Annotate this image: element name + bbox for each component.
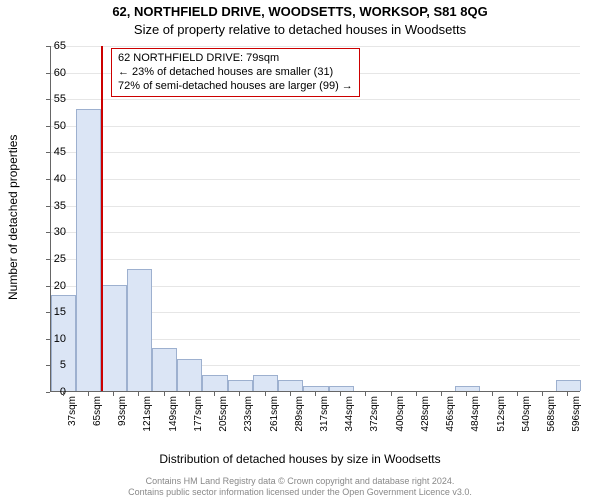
histogram-bar — [253, 375, 278, 391]
histogram-bar — [101, 285, 126, 391]
chart-container: 62, NORTHFIELD DRIVE, WOODSETTS, WORKSOP… — [0, 0, 600, 500]
x-tick-mark — [290, 392, 291, 396]
x-tick-label: 289sqm — [294, 396, 305, 432]
y-tick-mark — [46, 392, 50, 393]
x-tick-mark — [88, 392, 89, 396]
title-line-1: 62, NORTHFIELD DRIVE, WOODSETTS, WORKSOP… — [0, 4, 600, 19]
gridline — [51, 46, 580, 47]
x-tick-label: 456sqm — [445, 396, 456, 432]
x-tick-label: 568sqm — [546, 396, 557, 432]
x-tick-label: 149sqm — [168, 396, 179, 432]
y-tick-mark — [46, 73, 50, 74]
histogram-bar — [152, 348, 177, 391]
x-axis-label: Distribution of detached houses by size … — [0, 452, 600, 466]
x-tick-label: 596sqm — [571, 396, 582, 432]
gridline — [51, 99, 580, 100]
reference-line — [101, 46, 103, 391]
histogram-bar — [76, 109, 101, 391]
x-tick-label: 121sqm — [142, 396, 153, 432]
histogram-bar — [177, 359, 202, 391]
x-tick-mark — [391, 392, 392, 396]
gridline — [51, 232, 580, 233]
histogram-bar — [278, 380, 303, 391]
x-tick-mark — [239, 392, 240, 396]
y-tick-mark — [46, 206, 50, 207]
histogram-bar — [202, 375, 227, 391]
y-tick-mark — [46, 232, 50, 233]
x-tick-mark — [315, 392, 316, 396]
x-tick-mark — [113, 392, 114, 396]
y-tick-mark — [46, 259, 50, 260]
histogram-bar — [455, 386, 480, 391]
footer-attribution: Contains HM Land Registry data © Crown c… — [0, 476, 600, 499]
x-tick-mark — [63, 392, 64, 396]
x-tick-label: 93sqm — [117, 396, 128, 426]
histogram-bar — [127, 269, 152, 391]
x-tick-mark — [138, 392, 139, 396]
x-tick-mark — [189, 392, 190, 396]
x-tick-mark — [466, 392, 467, 396]
plot-area: 62 NORTHFIELD DRIVE: 79sqm← 23% of detac… — [50, 46, 580, 392]
histogram-bar — [556, 380, 581, 391]
gridline — [51, 179, 580, 180]
x-tick-label: 400sqm — [395, 396, 406, 432]
x-tick-mark — [265, 392, 266, 396]
annotation-line: ← 23% of detached houses are smaller (31… — [118, 66, 353, 80]
x-tick-label: 372sqm — [369, 396, 380, 432]
annotation-line: 62 NORTHFIELD DRIVE: 79sqm — [118, 52, 353, 66]
x-tick-label: 512sqm — [496, 396, 507, 432]
footer-line-2: Contains public sector information licen… — [128, 487, 472, 497]
x-tick-mark — [492, 392, 493, 396]
y-axis-label: Number of detached properties — [6, 35, 20, 200]
x-tick-label: 261sqm — [269, 396, 280, 432]
x-tick-mark — [517, 392, 518, 396]
gridline — [51, 126, 580, 127]
y-tick-mark — [46, 46, 50, 47]
annotation-box: 62 NORTHFIELD DRIVE: 79sqm← 23% of detac… — [111, 48, 360, 97]
x-tick-mark — [340, 392, 341, 396]
histogram-bar — [228, 380, 253, 391]
x-tick-mark — [416, 392, 417, 396]
x-tick-mark — [441, 392, 442, 396]
x-tick-label: 65sqm — [92, 396, 103, 426]
histogram-bar — [303, 386, 328, 391]
y-tick-mark — [46, 126, 50, 127]
annotation-line: 72% of semi-detached houses are larger (… — [118, 80, 353, 94]
x-tick-mark — [214, 392, 215, 396]
y-tick-mark — [46, 152, 50, 153]
gridline — [51, 259, 580, 260]
x-tick-label: 540sqm — [521, 396, 532, 432]
x-tick-mark — [542, 392, 543, 396]
x-tick-label: 344sqm — [344, 396, 355, 432]
y-tick-mark — [46, 179, 50, 180]
y-tick-mark — [46, 286, 50, 287]
y-tick-mark — [46, 339, 50, 340]
x-tick-label: 428sqm — [420, 396, 431, 432]
gridline — [51, 206, 580, 207]
x-tick-label: 177sqm — [193, 396, 204, 432]
x-tick-label: 317sqm — [319, 396, 330, 432]
footer-line-1: Contains HM Land Registry data © Crown c… — [146, 476, 455, 486]
x-tick-label: 205sqm — [218, 396, 229, 432]
x-tick-label: 37sqm — [67, 396, 78, 426]
y-tick-mark — [46, 365, 50, 366]
gridline — [51, 152, 580, 153]
x-tick-label: 484sqm — [470, 396, 481, 432]
histogram-bar — [329, 386, 354, 391]
title-line-2: Size of property relative to detached ho… — [0, 22, 600, 37]
x-tick-mark — [365, 392, 366, 396]
y-tick-mark — [46, 312, 50, 313]
x-tick-label: 233sqm — [243, 396, 254, 432]
x-tick-mark — [164, 392, 165, 396]
y-tick-mark — [46, 99, 50, 100]
x-tick-mark — [567, 392, 568, 396]
